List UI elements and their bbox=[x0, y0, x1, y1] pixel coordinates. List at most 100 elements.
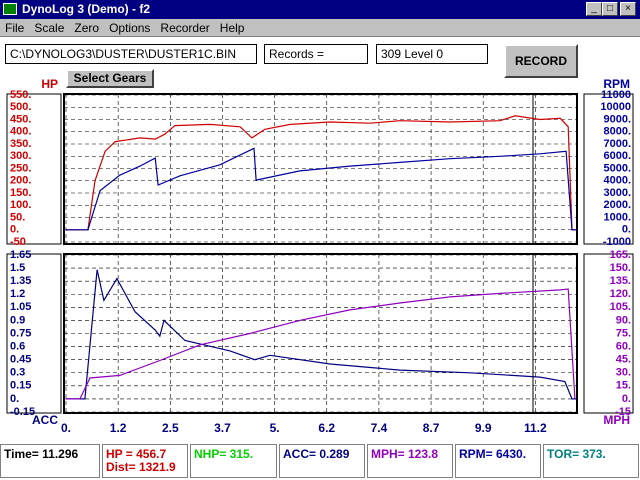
y-tick-label: 550. bbox=[10, 89, 31, 101]
left-axis-title: HP bbox=[41, 77, 58, 91]
y-tick-label: 1.65 bbox=[10, 249, 31, 261]
rpm-readout: RPM= 6430. bbox=[455, 444, 541, 478]
minimize-button[interactable]: _ bbox=[586, 2, 602, 16]
y2-tick-label: 2000. bbox=[603, 199, 631, 211]
y-tick-label: 1.2 bbox=[10, 288, 25, 300]
y2-tick-label: 90. bbox=[616, 314, 631, 326]
y2-tick-label: 5000. bbox=[603, 162, 631, 174]
y-tick-label: 50. bbox=[10, 211, 25, 223]
data-line bbox=[66, 288, 576, 400]
x-tick-label: 6.2 bbox=[318, 421, 335, 435]
y2-tick-label: 1000. bbox=[603, 211, 631, 223]
y-tick-label: 0.6 bbox=[10, 340, 25, 352]
file-path: C:\DYNOLOG3\DUSTER\DUSTER1C.BIN bbox=[5, 44, 257, 64]
y2-tick-label: 6000. bbox=[603, 150, 631, 162]
menu-item[interactable]: File bbox=[5, 21, 25, 35]
y2-tick-label: 4000. bbox=[603, 175, 631, 187]
menu-bar: File Scale Zero Options Recorder Help bbox=[0, 19, 640, 37]
y-tick-label: -0.15 bbox=[10, 406, 35, 418]
x-tick-label: 9.9 bbox=[475, 421, 492, 435]
y2-tick-label: 165. bbox=[610, 249, 631, 261]
right-axis-title: RPM bbox=[603, 77, 630, 91]
x-tick-label: 2.5 bbox=[162, 421, 179, 435]
title-bar: DynoLog 3 (Demo) - f2 bbox=[0, 0, 640, 19]
x-tick-label: 8.7 bbox=[423, 421, 440, 435]
maximize-button[interactable]: □ bbox=[602, 2, 618, 16]
right-axis-box bbox=[583, 253, 634, 414]
menu-item[interactable]: Recorder bbox=[160, 21, 210, 35]
y-tick-label: 0.45 bbox=[10, 354, 31, 366]
y2-tick-label: 0. bbox=[622, 393, 631, 405]
y2-tick-label: 60. bbox=[616, 340, 631, 352]
y-tick-label: 400. bbox=[10, 126, 31, 138]
y-tick-label: 0. bbox=[10, 393, 19, 405]
y-tick-label: 150. bbox=[10, 187, 31, 199]
y2-tick-label: 45. bbox=[616, 354, 631, 366]
nhp-readout: NHP= 315. bbox=[190, 444, 277, 478]
y2-tick-label: 3000. bbox=[603, 187, 631, 199]
time-readout: Time= 11.296 bbox=[0, 444, 100, 478]
y-tick-label: 250. bbox=[10, 162, 31, 174]
y-tick-label: 300. bbox=[10, 150, 31, 162]
menu-item[interactable]: Help bbox=[219, 21, 245, 35]
menu-item[interactable]: Scale bbox=[34, 21, 65, 35]
y-tick-label: 1.05 bbox=[10, 301, 31, 313]
y2-tick-label: 15. bbox=[616, 380, 631, 392]
x-tick-label: 7.4 bbox=[371, 421, 388, 435]
x-tick-label: 5. bbox=[270, 421, 280, 435]
y-tick-label: 0.3 bbox=[10, 367, 25, 379]
close-button[interactable]: × bbox=[620, 2, 636, 16]
mph-readout: MPH= 123.8 bbox=[367, 444, 453, 478]
y-tick-label: 0.75 bbox=[10, 327, 31, 339]
y-tick-label: -50 bbox=[10, 236, 26, 248]
y-tick-label: 500. bbox=[10, 101, 31, 113]
acc-readout: ACC= 0.289 bbox=[279, 444, 365, 478]
records-value: 309 Level 0 bbox=[376, 44, 488, 64]
dist-value: Dist= 1321.9 bbox=[106, 460, 176, 474]
y2-tick-label: 8000. bbox=[603, 126, 631, 138]
window-title: DynoLog 3 (Demo) - f2 bbox=[22, 2, 150, 16]
data-line bbox=[66, 269, 577, 400]
tor-readout: TOR= 373. bbox=[543, 444, 639, 478]
x-tick-label: 3.7 bbox=[214, 421, 231, 435]
y2-tick-label: 10000 bbox=[600, 101, 631, 113]
y2-tick-label: 105. bbox=[610, 301, 631, 313]
y-tick-label: 450. bbox=[10, 113, 31, 125]
menu-item[interactable]: Options bbox=[109, 21, 151, 35]
right-axis-box bbox=[583, 93, 634, 245]
y2-tick-label: 7000. bbox=[603, 138, 631, 150]
records-label: Records = bbox=[264, 44, 368, 64]
y2-tick-label: -15 bbox=[615, 406, 631, 418]
hp-readout: HP = 456.7 Dist= 1321.9 bbox=[102, 444, 188, 478]
record-button[interactable]: RECORD bbox=[504, 44, 578, 78]
y2-tick-label: 11000 bbox=[601, 89, 631, 101]
y-tick-label: 100. bbox=[10, 199, 31, 211]
y2-tick-label: 0. bbox=[622, 224, 631, 236]
y-tick-label: 200. bbox=[10, 175, 31, 187]
data-line bbox=[66, 115, 577, 231]
select-gears-button[interactable]: Select Gears bbox=[66, 69, 154, 88]
app-icon bbox=[3, 3, 17, 15]
y2-tick-label: -1000 bbox=[603, 236, 631, 248]
x-tick-label: 0. bbox=[61, 421, 71, 435]
left-axis-box bbox=[6, 93, 62, 245]
y-tick-label: 1.5 bbox=[10, 262, 25, 274]
y-tick-label: 0.9 bbox=[10, 314, 25, 326]
menu-item[interactable]: Zero bbox=[74, 21, 100, 35]
y2-tick-label: 9000. bbox=[603, 113, 631, 125]
hp-value: HP = 456.7 bbox=[106, 447, 167, 461]
y2-tick-label: 75. bbox=[616, 327, 631, 339]
y-tick-label: 1.35 bbox=[10, 275, 31, 287]
y2-tick-label: 135. bbox=[610, 275, 631, 287]
y-tick-label: 350. bbox=[10, 138, 31, 150]
left-axis-box bbox=[6, 253, 62, 414]
data-line bbox=[66, 147, 577, 231]
y2-tick-label: 120. bbox=[610, 288, 631, 300]
x-tick-label: 11.2 bbox=[524, 421, 547, 435]
y-tick-label: 0. bbox=[10, 224, 19, 236]
x-tick-label: 1.2 bbox=[110, 421, 127, 435]
y2-tick-label: 150. bbox=[610, 262, 631, 274]
left-axis-title: ACC bbox=[32, 413, 58, 427]
